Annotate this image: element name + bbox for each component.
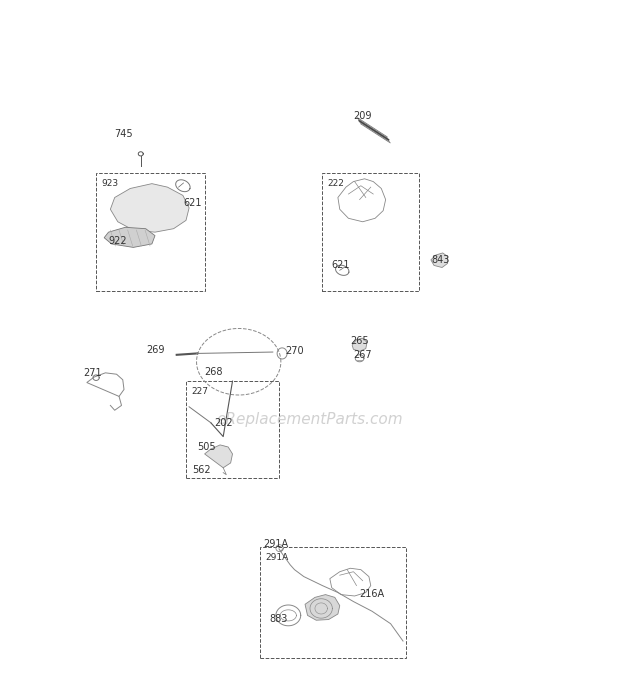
Text: 270: 270 — [285, 346, 304, 356]
Text: 745: 745 — [115, 129, 133, 139]
Polygon shape — [205, 445, 232, 468]
Text: 621: 621 — [183, 198, 202, 208]
Text: 209: 209 — [353, 112, 372, 121]
Text: 562: 562 — [192, 465, 211, 475]
Polygon shape — [305, 595, 340, 620]
Text: 216A: 216A — [360, 589, 385, 599]
Bar — [186, 381, 279, 478]
Text: 505: 505 — [197, 442, 216, 452]
Text: 883: 883 — [270, 614, 288, 624]
Polygon shape — [431, 253, 448, 267]
Text: 923: 923 — [101, 179, 118, 188]
Text: 202: 202 — [214, 419, 232, 428]
Polygon shape — [104, 227, 155, 247]
Text: 222: 222 — [327, 179, 344, 188]
Text: 621: 621 — [332, 261, 350, 270]
Text: 922: 922 — [108, 236, 127, 246]
Text: 291A: 291A — [265, 553, 289, 562]
Polygon shape — [110, 184, 189, 232]
Text: 271: 271 — [84, 368, 102, 378]
Polygon shape — [352, 338, 367, 351]
Text: 268: 268 — [205, 367, 223, 377]
Bar — [322, 173, 419, 291]
Text: 227: 227 — [191, 387, 208, 396]
Text: 269: 269 — [146, 345, 164, 355]
Bar — [260, 547, 406, 658]
Text: 265: 265 — [350, 337, 369, 346]
Text: eReplacementParts.com: eReplacementParts.com — [216, 412, 404, 427]
Text: 291A: 291A — [264, 539, 289, 549]
Text: 843: 843 — [431, 255, 450, 265]
Text: 267: 267 — [353, 351, 372, 360]
Bar — [96, 173, 205, 291]
